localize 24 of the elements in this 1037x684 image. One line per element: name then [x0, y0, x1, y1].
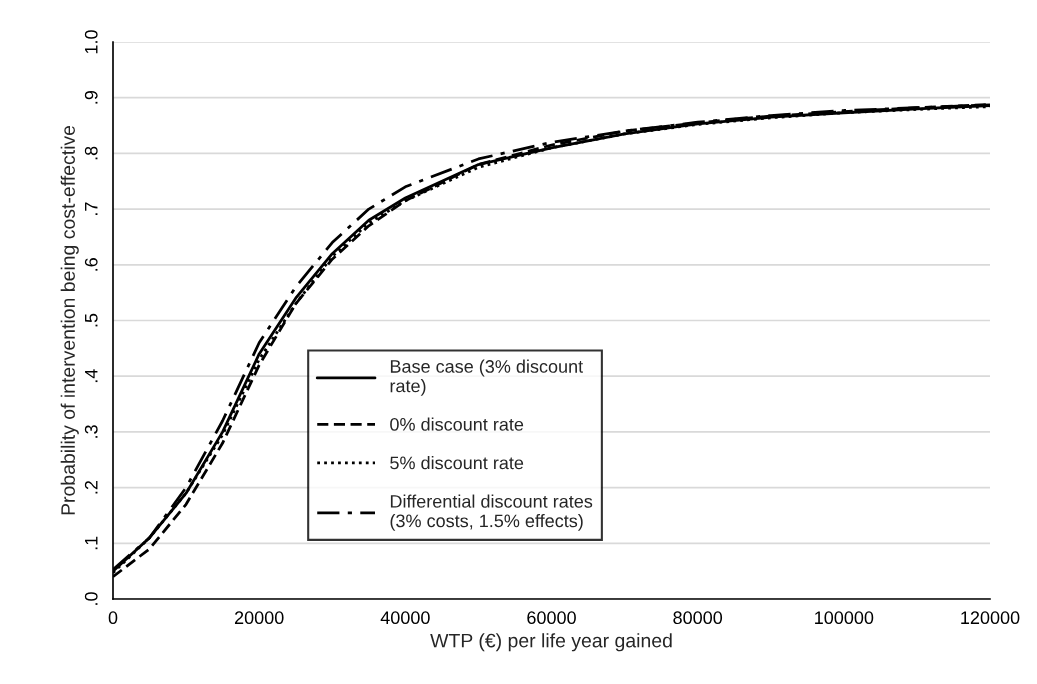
x-axis-title: WTP (€) per life year gained [430, 633, 672, 652]
y-axis-title: Probability of intervention being cost-effective [60, 125, 79, 515]
x-tick-label: 40000 [380, 611, 430, 625]
y-tick-label: 1.0 [84, 30, 98, 54]
y-tick-label: .5 [85, 313, 98, 327]
y-tick-label: .3 [84, 425, 98, 438]
x-tick-label: 60000 [527, 611, 576, 625]
legend-label: Base case (3% discount rate) [390, 359, 584, 396]
y-tick-label: .2 [84, 480, 98, 494]
y-tick-label: .6 [84, 258, 98, 271]
y-tick-label: .8 [84, 146, 98, 160]
y-tick-label: .7 [85, 202, 98, 215]
legend-label: Differential discount rates (3% costs, 1.5% effects) [390, 494, 593, 531]
x-tick-label: 20000 [234, 611, 284, 625]
y-tick-label: .4 [85, 369, 98, 383]
x-tick-label: 80000 [673, 611, 723, 625]
x-tick-label: 120000 [961, 611, 1020, 625]
y-tick-label: .9 [84, 91, 98, 104]
y-tick-label: .1 [85, 536, 98, 550]
x-tick-label: 0 [108, 611, 118, 625]
y-tick-label: .0 [84, 592, 98, 605]
x-tick-label: 100000 [815, 611, 874, 625]
legend-label: 0% discount rate [390, 417, 524, 431]
legend-label: 5% discount rate [390, 456, 524, 470]
